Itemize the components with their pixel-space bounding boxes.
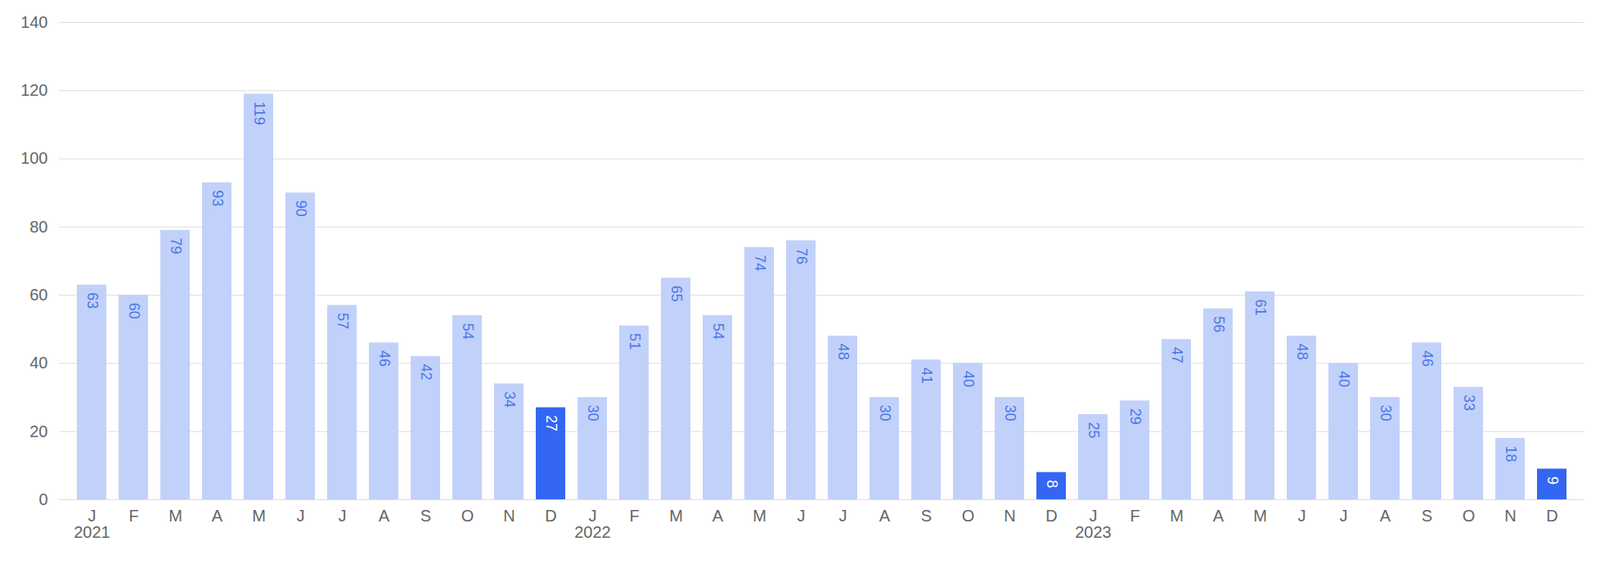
svg-text:76: 76 [793, 247, 810, 265]
svg-text:M: M [168, 506, 183, 525]
svg-text:J2023: J2023 [1074, 506, 1112, 541]
svg-text:F: F [1129, 506, 1140, 525]
svg-text:93: 93 [209, 189, 226, 207]
svg-text:40: 40 [1335, 370, 1353, 387]
svg-text:18: 18 [1502, 445, 1520, 463]
svg-text:79: 79 [167, 238, 185, 255]
svg-text:48: 48 [835, 343, 852, 360]
svg-text:42: 42 [417, 364, 435, 381]
svg-text:27: 27 [543, 414, 560, 432]
svg-text:33: 33 [1460, 394, 1478, 411]
svg-text:A: A [1213, 506, 1225, 525]
svg-text:63: 63 [84, 292, 101, 309]
svg-text:O: O [461, 506, 475, 525]
svg-text:47: 47 [1168, 346, 1186, 364]
svg-text:51: 51 [626, 332, 643, 350]
svg-text:A: A [879, 506, 891, 525]
svg-text:D: D [1546, 506, 1558, 525]
svg-text:O: O [961, 506, 976, 525]
svg-text:J: J [296, 506, 306, 525]
svg-text:48: 48 [1294, 343, 1311, 360]
svg-text:D: D [1045, 506, 1057, 525]
svg-text:41: 41 [918, 367, 935, 384]
svg-text:8: 8 [1043, 479, 1061, 488]
svg-text:29: 29 [1127, 408, 1144, 425]
svg-text:M: M [1169, 506, 1184, 525]
svg-text:J: J [797, 506, 806, 525]
svg-text:N: N [1504, 506, 1516, 525]
svg-text:80: 80 [29, 217, 48, 236]
svg-text:N: N [1003, 506, 1016, 525]
svg-text:57: 57 [334, 312, 351, 329]
svg-text:54: 54 [710, 323, 727, 340]
svg-text:J2021: J2021 [73, 506, 111, 541]
svg-text:60: 60 [125, 302, 143, 320]
svg-text:34: 34 [501, 391, 518, 408]
svg-text:J: J [338, 506, 347, 525]
svg-text:F: F [629, 506, 639, 525]
svg-text:S: S [921, 506, 932, 525]
svg-text:N: N [503, 506, 515, 525]
svg-text:119: 119 [251, 101, 268, 126]
svg-text:40: 40 [960, 370, 977, 387]
svg-text:120: 120 [20, 80, 48, 99]
svg-text:M: M [251, 506, 266, 525]
svg-text:61: 61 [1252, 298, 1269, 315]
svg-text:30: 30 [1002, 404, 1019, 422]
svg-text:30: 30 [1377, 404, 1394, 422]
svg-text:100: 100 [20, 148, 48, 167]
svg-text:65: 65 [668, 285, 685, 302]
svg-text:F: F [128, 506, 139, 525]
svg-text:S: S [420, 506, 432, 525]
svg-text:30: 30 [584, 404, 602, 422]
svg-text:46: 46 [1419, 350, 1436, 367]
svg-text:46: 46 [376, 350, 393, 367]
svg-text:J: J [839, 506, 848, 525]
svg-text:0: 0 [38, 489, 48, 508]
svg-text:20: 20 [29, 422, 48, 441]
svg-text:60: 60 [29, 285, 48, 304]
svg-text:J: J [1298, 506, 1307, 525]
svg-text:40: 40 [29, 353, 48, 372]
svg-text:90: 90 [292, 200, 310, 217]
svg-text:56: 56 [1210, 315, 1227, 333]
svg-text:J2022: J2022 [574, 506, 612, 541]
svg-text:30: 30 [876, 404, 894, 422]
svg-text:D: D [544, 506, 557, 525]
svg-text:25: 25 [1085, 421, 1102, 438]
svg-text:A: A [378, 506, 391, 525]
svg-text:74: 74 [751, 254, 769, 271]
svg-text:M: M [1253, 506, 1268, 525]
svg-text:J: J [1339, 506, 1349, 525]
svg-text:140: 140 [20, 13, 48, 32]
svg-text:A: A [712, 506, 724, 525]
svg-text:M: M [752, 506, 767, 525]
svg-text:A: A [1379, 506, 1392, 525]
svg-text:A: A [211, 506, 224, 525]
svg-text:9: 9 [1544, 476, 1561, 485]
svg-text:S: S [1421, 506, 1433, 525]
svg-text:O: O [1462, 506, 1476, 525]
svg-text:M: M [669, 506, 684, 525]
svg-text:54: 54 [459, 323, 477, 340]
